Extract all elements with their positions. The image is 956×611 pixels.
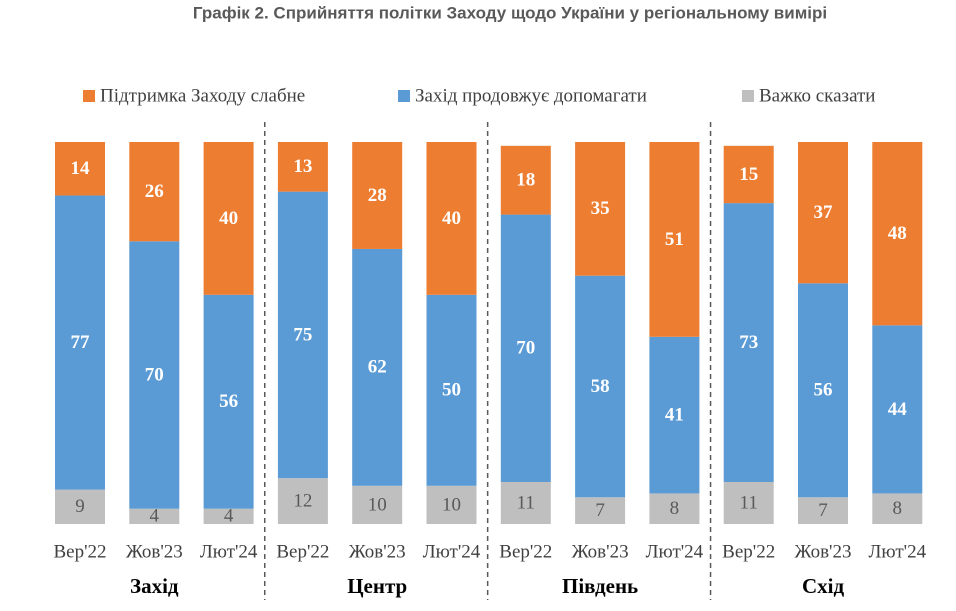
value-label: 8: [893, 498, 903, 519]
value-label: 15: [739, 164, 758, 185]
bar-segment: [798, 283, 848, 498]
x-tick-label: Жов'23: [572, 541, 629, 562]
bar-segment: [723, 481, 774, 524]
x-tick-label: Вер'22: [53, 541, 106, 562]
x-tick-label: Лют'24: [423, 541, 481, 562]
bar-segment: [575, 142, 626, 276]
bar-segment: [203, 294, 254, 509]
x-tick-label: Жов'23: [349, 541, 406, 562]
bar-segment: [426, 142, 477, 295]
legend-label: Захід продовжує допомагати: [415, 85, 647, 106]
bar-segment: [352, 485, 403, 524]
group-label: Захід: [130, 574, 179, 598]
value-label: 62: [368, 357, 387, 378]
value-label: 26: [145, 181, 164, 202]
bar-segment: [129, 142, 180, 242]
x-tick-label: Вер'22: [499, 541, 552, 562]
bar-segment: [872, 142, 923, 326]
value-label: 41: [665, 404, 684, 425]
legend-swatch: [83, 90, 95, 102]
bar-segment: [277, 142, 328, 192]
bar-segment: [500, 481, 551, 524]
bar-segment: [55, 142, 105, 196]
bar-segment: [352, 142, 403, 249]
bar-segment: [500, 214, 551, 482]
bar-segment: [649, 336, 700, 494]
value-label: 13: [293, 156, 312, 177]
value-label: 44: [888, 399, 908, 420]
bar-segment: [203, 142, 254, 295]
value-label: 35: [591, 198, 610, 219]
bar-segment: [352, 248, 403, 486]
value-label: 37: [814, 202, 834, 223]
bar-segment: [129, 241, 180, 509]
x-tick-label: Жов'23: [126, 541, 183, 562]
value-label: 7: [818, 500, 828, 521]
value-label: 10: [442, 494, 461, 515]
bar-segment: [277, 478, 328, 524]
x-tick-label: Жов'23: [795, 541, 852, 562]
x-tick-label: Вер'22: [722, 541, 775, 562]
bar-segment: [872, 325, 923, 494]
value-label: 8: [670, 498, 680, 519]
bar-segment: [723, 203, 774, 482]
bar-segment: [203, 508, 254, 524]
bar-segment: [575, 275, 626, 498]
legend-swatch: [742, 90, 754, 102]
bar-segment: [798, 497, 848, 524]
value-label: 40: [219, 208, 238, 229]
bar-segment: [426, 485, 477, 524]
value-label: 77: [71, 332, 91, 353]
value-label: 70: [516, 338, 535, 359]
value-label: 70: [145, 364, 164, 385]
value-label: 28: [368, 185, 387, 206]
value-label: 51: [665, 229, 684, 250]
bar-segment: [55, 489, 105, 524]
value-label: 75: [293, 324, 312, 345]
bar-segment: [500, 145, 551, 215]
bar-segment: [575, 497, 626, 524]
value-label: 56: [814, 380, 833, 401]
value-label: 10: [368, 494, 387, 515]
value-label: 73: [739, 332, 758, 353]
value-label: 9: [75, 496, 85, 517]
x-tick-label: Лют'24: [869, 541, 927, 562]
value-label: 14: [71, 158, 91, 179]
value-label: 50: [442, 380, 461, 401]
group-label: Схід: [802, 574, 845, 598]
value-label: 18: [516, 170, 535, 191]
bar-segment: [649, 142, 700, 337]
x-tick-label: Вер'22: [276, 541, 329, 562]
value-label: 11: [517, 492, 535, 513]
value-label: 40: [442, 208, 461, 229]
bar-segment: [129, 508, 180, 524]
value-label: 11: [740, 492, 758, 513]
bar-segment: [55, 195, 105, 490]
legend-label: Підтримка Заходу слабне: [100, 85, 305, 106]
legend-swatch: [398, 90, 410, 102]
value-label: 48: [888, 223, 907, 244]
value-label: 4: [150, 506, 160, 527]
x-tick-label: Лют'24: [646, 541, 704, 562]
x-tick-label: Лют'24: [200, 541, 258, 562]
value-label: 58: [591, 376, 610, 397]
bar-segment: [723, 145, 774, 204]
value-label: 4: [224, 506, 234, 527]
bar-segment: [277, 191, 328, 479]
bar-segment: [426, 294, 477, 486]
value-label: 56: [219, 391, 238, 412]
bar-segment: [798, 142, 848, 284]
bar-segment: [872, 493, 923, 524]
legend-label: Важко сказати: [759, 85, 875, 106]
value-label: 7: [595, 500, 605, 521]
chart-title: Графік 2. Сприйняття політки Заходу щодо…: [193, 3, 827, 22]
group-label: Центр: [347, 574, 407, 598]
bar-segment: [649, 493, 700, 524]
value-label: 12: [293, 490, 312, 511]
group-label: Південь: [562, 574, 638, 598]
